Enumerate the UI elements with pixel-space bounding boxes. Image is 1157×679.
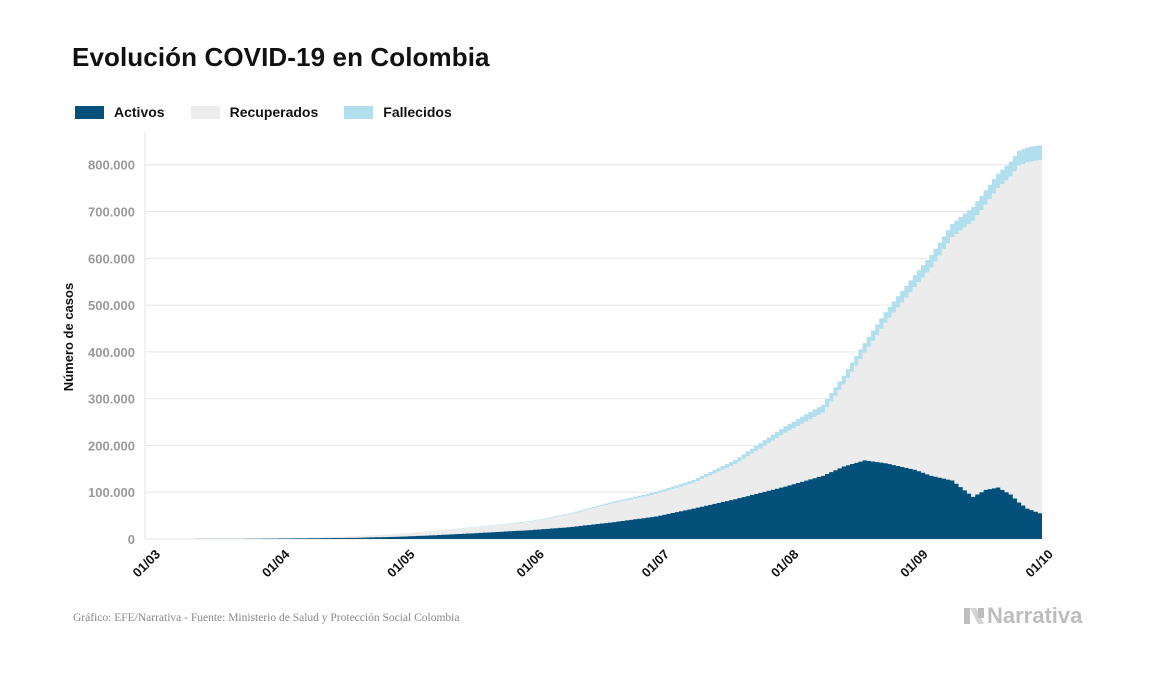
y-axis-ticks: 0 100.000 200.000 300.000 400.000 500.000 600.…: [88, 158, 135, 547]
chart-title: Evolución COVID-19 en Colombia: [72, 42, 490, 72]
y-tick-label: 200.000: [88, 438, 135, 453]
brand-name: Narrativa: [987, 603, 1083, 628]
x-tick-label: 01/05: [384, 547, 418, 581]
legend-label-recuperados: Recuperados: [229, 104, 319, 120]
x-axis-ticks: 01/03 01/04 01/05 01/06 01/07 01/08 01/09 01/10: [130, 546, 1056, 580]
legend-swatch-recuperados: [190, 105, 220, 119]
narrativa-n-logo-icon: [964, 608, 984, 624]
x-tick-label: 01/09: [897, 547, 931, 581]
y-tick-label: 800.000: [88, 158, 135, 173]
y-tick-label: 600.000: [88, 251, 135, 266]
area-activos: [165, 460, 1043, 539]
x-tick-label: 01/07: [638, 547, 672, 581]
x-tick-label: 01/10: [1022, 547, 1056, 581]
series-areas: [165, 145, 1043, 539]
legend-swatch-activos: [75, 105, 104, 119]
y-tick-label: 700.000: [88, 205, 135, 220]
area-recuperados: [165, 160, 1043, 539]
legend-item-fallecidos: Fallecidos: [344, 104, 452, 120]
source-note: Gráfico: EFE/Narrativa - Fuente: Ministe…: [73, 612, 460, 624]
legend-swatch-fallecidos: [344, 105, 374, 119]
x-tick-label: 01/03: [130, 547, 164, 581]
y-axis-label: Número de casos: [61, 283, 76, 391]
x-tick-label: 01/04: [259, 546, 293, 580]
legend-label-fallecidos: Fallecidos: [383, 104, 452, 120]
y-tick-label: 400.000: [88, 345, 135, 360]
legend-item-recuperados: Recuperados: [190, 104, 319, 120]
legend-label-activos: Activos: [114, 104, 165, 120]
y-tick-label: 100.000: [88, 485, 135, 500]
x-tick-label: 01/08: [768, 547, 802, 581]
brand-logo: Narrativa: [963, 603, 1082, 629]
y-tick-label: 0: [128, 532, 135, 547]
area-fallecidos: [165, 145, 1043, 539]
y-tick-label: 500.000: [88, 298, 135, 313]
legend-item-activos: Activos: [75, 104, 165, 120]
legend: Activos Recuperados Fallecidos: [75, 104, 478, 120]
y-tick-label: 300.000: [88, 392, 135, 407]
x-tick-label: 01/06: [513, 547, 547, 581]
